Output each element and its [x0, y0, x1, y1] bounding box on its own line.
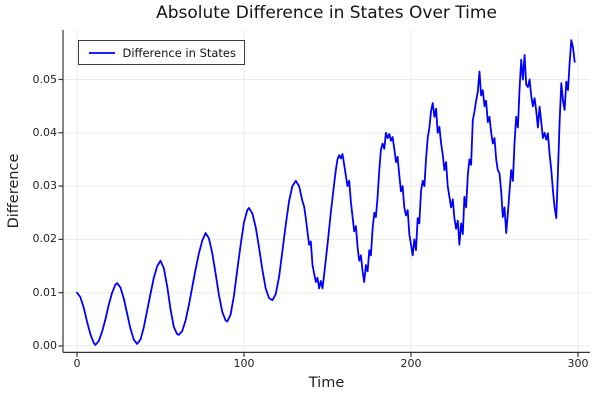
legend-line-sample-icon — [89, 51, 116, 54]
y-tick-label: 0.00 — [32, 339, 58, 352]
y-tick-label: 0.03 — [32, 179, 58, 193]
y-tick-label: 0.04 — [32, 125, 58, 139]
x-tick-label: 200 — [400, 357, 422, 370]
y-tick-label: 0.05 — [32, 72, 58, 86]
difference-line-series — [76, 39, 576, 346]
x-tick-label: 100 — [233, 357, 255, 370]
x-tick-label: 0 — [73, 357, 81, 370]
y-tick-label: 0.02 — [32, 232, 58, 246]
legend-box: Difference in States — [78, 40, 245, 65]
y-tick-label: 0.01 — [32, 285, 58, 299]
legend-entry-label: Difference in States — [122, 45, 236, 60]
x-axis-label: Time — [308, 375, 345, 391]
y-axis-label: Difference — [6, 153, 22, 229]
x-tick-label: 300 — [567, 357, 589, 370]
chart-title: Absolute Difference in States Over Time — [156, 3, 497, 23]
